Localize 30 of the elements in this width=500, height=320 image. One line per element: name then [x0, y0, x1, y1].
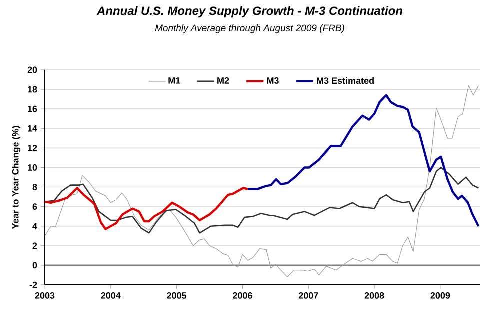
x-tick-label: 2008	[364, 292, 384, 299]
y-tick-label: 12	[28, 145, 38, 152]
x-tick-label: 2006	[233, 292, 252, 299]
line-series	[246, 94, 480, 228]
x-tick-label: 2004	[101, 292, 121, 299]
y-tick-label: 16	[28, 106, 38, 112]
line-series	[45, 167, 480, 234]
y-tick-label: 10	[28, 164, 38, 171]
x-tick-label: 2007	[298, 292, 318, 299]
y-tick-label: -2	[30, 282, 38, 288]
legend-label: M3	[267, 78, 279, 84]
line-series	[45, 187, 250, 230]
legend-label: M1	[168, 78, 180, 84]
x-tick-label: 2005	[167, 292, 187, 299]
y-tick-label: 2	[32, 242, 38, 250]
y-tick-label: 0	[32, 262, 38, 269]
y-tick-label: 18	[28, 86, 38, 93]
x-tick-label: 2009	[430, 292, 450, 299]
y-tick-label: 4	[32, 223, 38, 230]
line-series	[45, 85, 479, 278]
y-axis-title: Year to Year Change (%)	[12, 126, 21, 230]
legend-label: M2	[218, 78, 230, 84]
x-tick-label: 2003	[35, 292, 55, 299]
chart-title: Annual U.S. Money Supply Growth - M-3 Continuation	[96, 6, 402, 18]
chart-subtitle: Monthly Average through August 2009 (FRB)	[155, 24, 344, 34]
y-tick-label: 20	[28, 66, 38, 74]
y-tick-label: 14	[28, 126, 38, 132]
y-tick-label: 8	[32, 184, 38, 190]
legend-label: M3 Estimated	[317, 77, 374, 84]
y-tick-label: 6	[32, 204, 38, 210]
